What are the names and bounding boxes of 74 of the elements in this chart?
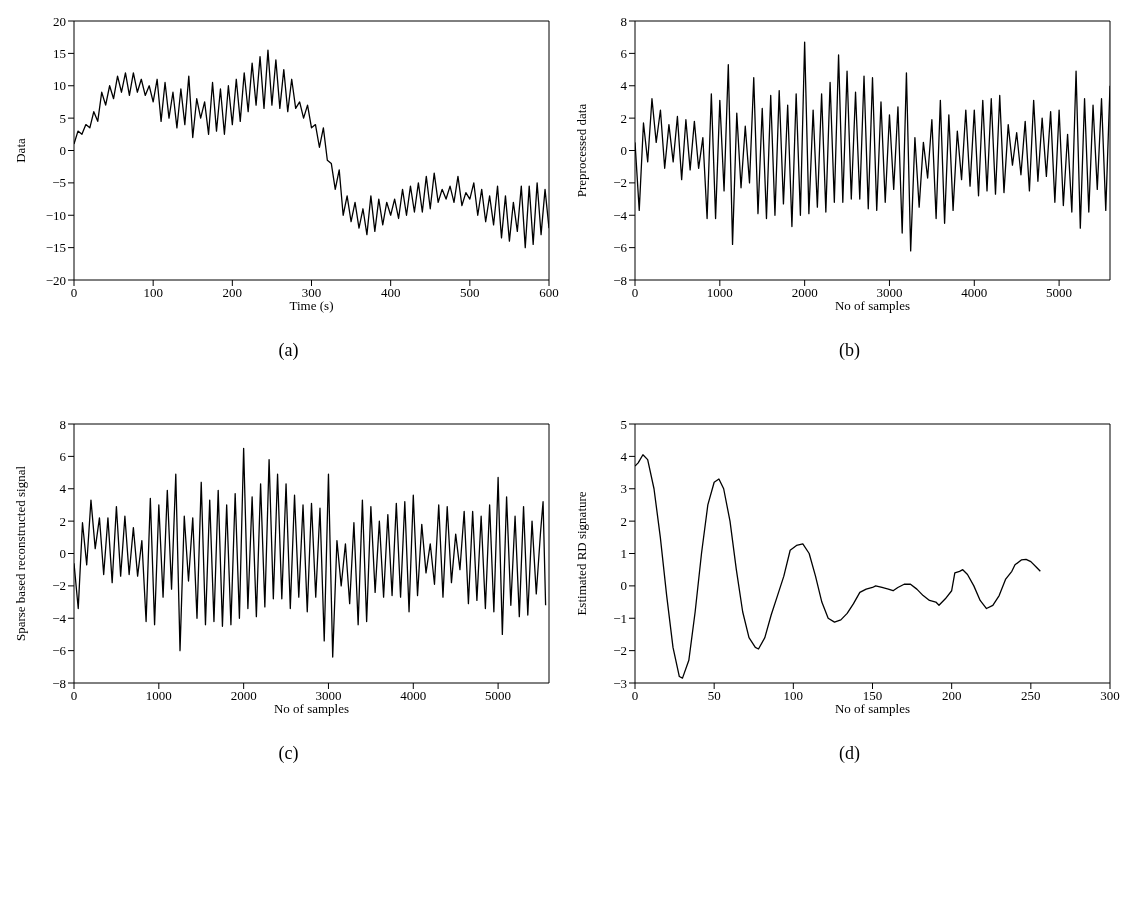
x-axis-title: No of samples bbox=[834, 701, 910, 716]
y-tick-label: 2 bbox=[59, 513, 66, 529]
x-tick-label: 500 bbox=[459, 285, 480, 301]
y-tick-label: −6 bbox=[612, 240, 627, 256]
x-tick-label: 5000 bbox=[484, 688, 511, 704]
x-axis-title: No of samples bbox=[834, 298, 910, 313]
x-tick-label: 4000 bbox=[960, 285, 987, 301]
x-tick-label: 5000 bbox=[1045, 285, 1072, 301]
x-tick-label: 0 bbox=[70, 285, 77, 301]
x-tick-label: 200 bbox=[222, 285, 242, 301]
y-tick-label: 10 bbox=[52, 78, 66, 94]
x-tick-label: 100 bbox=[783, 688, 803, 704]
x-tick-label: 150 bbox=[862, 688, 882, 704]
y-tick-label: −5 bbox=[51, 175, 66, 191]
y-tick-label: −6 bbox=[51, 643, 66, 659]
x-tick-label: 100 bbox=[142, 285, 163, 301]
x-tick-label: 250 bbox=[1020, 688, 1041, 704]
y-axis-title: Estimated RD signature bbox=[573, 491, 589, 616]
x-tick-label: 400 bbox=[380, 285, 400, 301]
y-tick-label: 8 bbox=[620, 13, 627, 29]
x-tick-label: 600 bbox=[538, 285, 559, 301]
x-tick-label: 0 bbox=[70, 688, 77, 704]
x-axis-title: Time (s) bbox=[289, 298, 333, 313]
y-tick-label: −20 bbox=[45, 272, 66, 288]
y-tick-label: −4 bbox=[612, 207, 627, 223]
x-tick-label: 1000 bbox=[145, 688, 172, 704]
y-tick-label: 3 bbox=[620, 481, 627, 497]
y-tick-label: 2 bbox=[620, 513, 627, 529]
y-tick-label: 15 bbox=[52, 45, 66, 61]
y-axis-title: Data bbox=[12, 138, 28, 163]
x-tick-label: 50 bbox=[707, 688, 721, 704]
y-tick-label: −1 bbox=[612, 610, 627, 626]
y-axis-title: Sparse based reconstructed signal bbox=[12, 465, 28, 642]
y-tick-label: 6 bbox=[59, 448, 66, 464]
y-tick-label: −10 bbox=[45, 207, 66, 223]
x-tick-label: 3000 bbox=[875, 285, 902, 301]
y-tick-label: 1 bbox=[620, 546, 627, 562]
y-tick-label: 5 bbox=[620, 416, 627, 432]
x-tick-label: 4000 bbox=[399, 688, 426, 704]
text: (b) bbox=[839, 340, 860, 361]
y-tick-label: 4 bbox=[620, 78, 627, 94]
x-tick-label: 2000 bbox=[230, 688, 257, 704]
y-tick-label: 0 bbox=[59, 143, 66, 159]
text: (c) bbox=[278, 743, 299, 764]
y-tick-label: −8 bbox=[51, 675, 66, 691]
y-tick-label: −15 bbox=[45, 240, 66, 256]
text: (a) bbox=[278, 340, 299, 361]
y-tick-label: 5 bbox=[59, 110, 66, 126]
x-tick-label: 300 bbox=[301, 285, 321, 301]
text: (d) bbox=[839, 743, 860, 764]
x-tick-label: 2000 bbox=[791, 285, 818, 301]
y-tick-label: −4 bbox=[51, 610, 66, 626]
y-tick-label: 8 bbox=[59, 416, 66, 432]
x-tick-label: 300 bbox=[1099, 688, 1120, 704]
x-tick-label: 200 bbox=[941, 688, 961, 704]
x-tick-label: 0 bbox=[631, 285, 638, 301]
y-tick-label: 2 bbox=[620, 110, 627, 126]
y-tick-label: −2 bbox=[612, 175, 627, 191]
y-tick-label: 0 bbox=[620, 143, 627, 159]
x-tick-label: 3000 bbox=[314, 688, 341, 704]
y-tick-label: 0 bbox=[59, 546, 66, 562]
y-tick-label: 6 bbox=[620, 45, 627, 61]
y-tick-label: 4 bbox=[59, 481, 66, 497]
y-tick-label: 0 bbox=[620, 578, 627, 594]
x-tick-label: 0 bbox=[631, 688, 638, 704]
x-axis-title: No of samples bbox=[273, 701, 349, 716]
y-axis-title: Preprocessed data bbox=[573, 103, 589, 198]
y-tick-label: −3 bbox=[612, 675, 627, 691]
y-tick-label: −2 bbox=[51, 578, 66, 594]
x-tick-label: 1000 bbox=[706, 285, 733, 301]
y-tick-label: 4 bbox=[620, 448, 627, 464]
y-tick-label: −2 bbox=[612, 643, 627, 659]
y-tick-label: −8 bbox=[612, 272, 627, 288]
y-tick-label: 20 bbox=[52, 13, 66, 29]
